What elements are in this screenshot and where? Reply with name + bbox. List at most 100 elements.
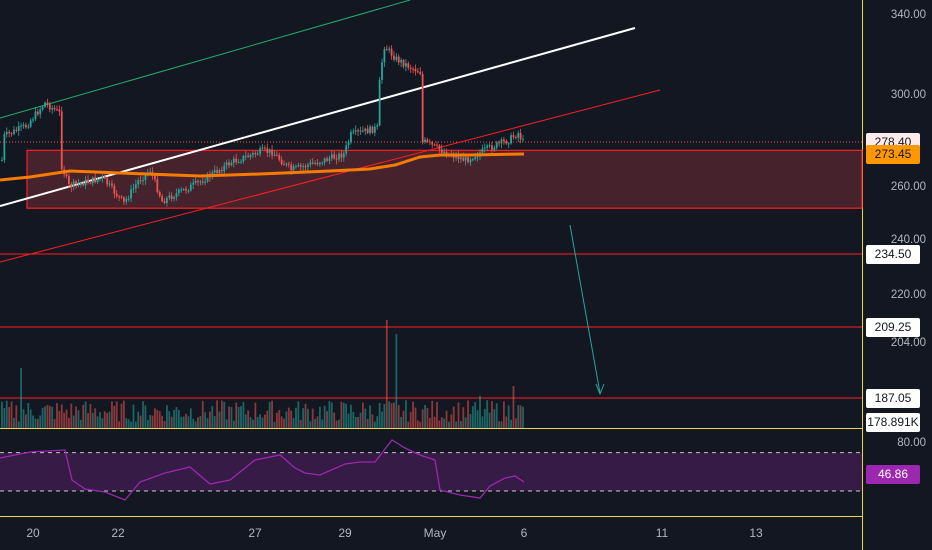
candle-body [309,162,312,165]
candle-body [166,197,168,204]
volume-bar [493,409,496,428]
candle-body [259,148,262,154]
volume-bar [15,405,18,428]
volume-bar [328,401,331,428]
volume-bar [149,415,152,428]
volume-bar [357,417,360,428]
candle-body [175,193,178,198]
candle-body [522,139,524,141]
volume-bar [244,414,247,428]
volume-bar [457,402,460,428]
volume-bar [428,417,431,428]
candle-body [10,133,13,135]
volume-bar [82,404,85,428]
candle-body [440,149,443,153]
volume-bar [424,405,426,428]
volume-bar [39,415,42,428]
candle-body [180,189,183,191]
date-tick-label: 27 [248,526,262,540]
volume-bar [60,404,63,428]
volume-bar [240,406,242,428]
candle-body [27,126,30,128]
candle-body [505,140,508,144]
candle-body [218,170,221,174]
volume-bar [163,420,166,428]
candle-body [82,182,85,186]
candle-body [68,176,70,185]
volume-bar [235,402,238,428]
candle-body [462,157,465,161]
forecast-arrow-line [569,224,601,394]
date-tick-label: 6 [520,526,528,540]
candle-body [314,162,316,164]
candle-body [108,183,111,185]
date-tick-label: 13 [749,526,763,540]
price-tag: 187.05 [866,388,920,408]
volume-bar [63,412,66,428]
candle-body [228,162,230,166]
volume-bar [280,416,283,428]
volume-bar [443,418,446,428]
volume-bar [373,421,376,428]
candle-body [438,145,441,150]
candle-body [500,139,503,144]
volume-bar [287,407,290,428]
candle-body [154,175,156,180]
candle-body [433,144,436,146]
white-trend-line [0,27,636,207]
candle-body [127,198,130,200]
candle-body [416,71,419,73]
rsi-tick-label: 80.00 [897,437,926,449]
candle-body [137,180,140,185]
candle-body [474,157,477,160]
volume-bar [503,401,505,428]
candle-body [115,193,118,197]
candle-body [240,161,242,163]
candle-body [323,158,326,163]
volume-bar [500,421,503,428]
candle-body [268,149,271,153]
candle-body [278,155,281,160]
volume-bar [84,401,87,428]
candle-body [347,141,350,146]
volume-bar [216,400,218,428]
volume-bar [321,419,324,428]
moving-average-line [0,152,525,182]
candle-body [316,162,319,165]
volume-bar [481,416,484,428]
candle-body [381,62,383,80]
volume-bar [335,420,338,428]
volume-bar [91,412,94,428]
volume-bar [101,418,104,428]
volume-bar [407,421,410,428]
volume-bar [168,411,171,428]
volume-bar [342,402,345,428]
candle-body [495,142,498,148]
candle-body [122,197,125,202]
candle-body [111,183,113,186]
volume-bar [488,412,491,428]
forecast-arrow-head [595,383,605,396]
volume-bar [201,400,204,428]
candle-body [338,153,340,160]
candle-body [426,139,429,142]
candle-body [84,179,87,186]
candle-body [13,129,15,134]
volume-bar [46,405,49,428]
date-tick-label: 29 [338,526,352,540]
candle-body [206,174,209,182]
volume-bar [314,418,316,428]
candle-body [390,48,393,56]
volume-bar [130,421,132,428]
volume-bar [323,405,326,428]
volume-bar [510,419,512,428]
volume-bar [170,416,173,428]
volume-bar [161,415,164,428]
candle-body [261,147,264,149]
volume-bar [144,405,147,428]
candle-body [302,166,305,168]
volume-bar [204,412,207,428]
candle-body [58,109,61,112]
volume-bar [285,411,288,428]
